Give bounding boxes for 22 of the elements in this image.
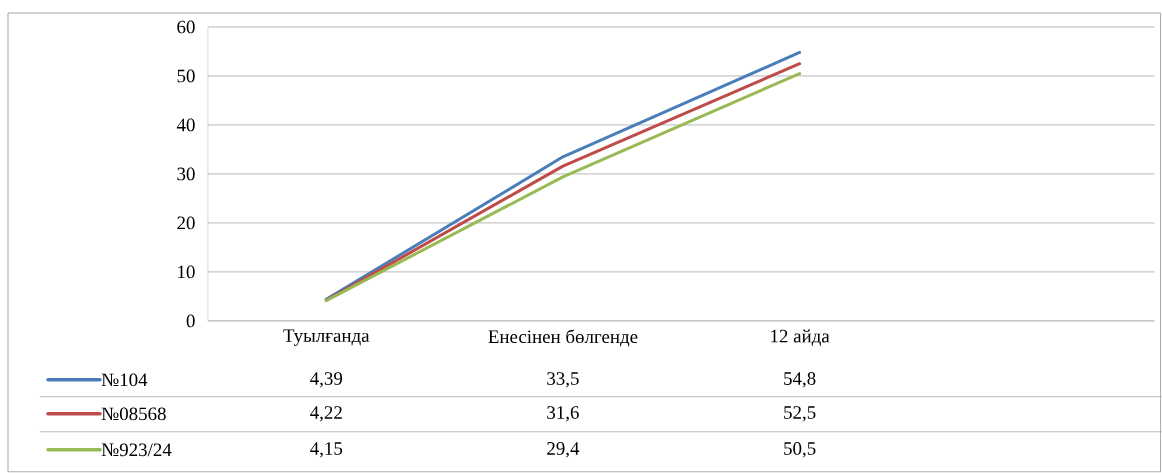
y-tick-label: 50 [177, 69, 195, 83]
y-tick-label: 10 [178, 265, 195, 279]
data-label: 52,5 [784, 406, 816, 422]
data-label: 29,4 [547, 442, 580, 458]
legend-label: №08568 [101, 407, 166, 421]
y-tick-label: 20 [177, 216, 195, 230]
data-label: 50,5 [784, 442, 816, 458]
x-tick-label: Туылғанда [283, 329, 370, 346]
x-tick-label: Енесінен бөлгенде [488, 329, 638, 347]
y-tick-label: 40 [176, 118, 195, 132]
y-tick-label: 30 [177, 167, 195, 181]
data-label: 31,6 [547, 406, 579, 422]
data-label: 4,15 [310, 442, 343, 458]
x-tick-label: 12 айда [771, 329, 830, 347]
y-tick-label: 60 [177, 20, 195, 34]
data-label: 33,5 [547, 372, 579, 388]
data-label: 4,22 [310, 406, 342, 422]
legend-label: №923/24 [101, 443, 172, 457]
legend-label: №104 [101, 373, 148, 387]
y-tick-label: 0 [186, 314, 195, 328]
data-label: 4,39 [310, 372, 343, 388]
data-label: 54,8 [784, 372, 816, 388]
